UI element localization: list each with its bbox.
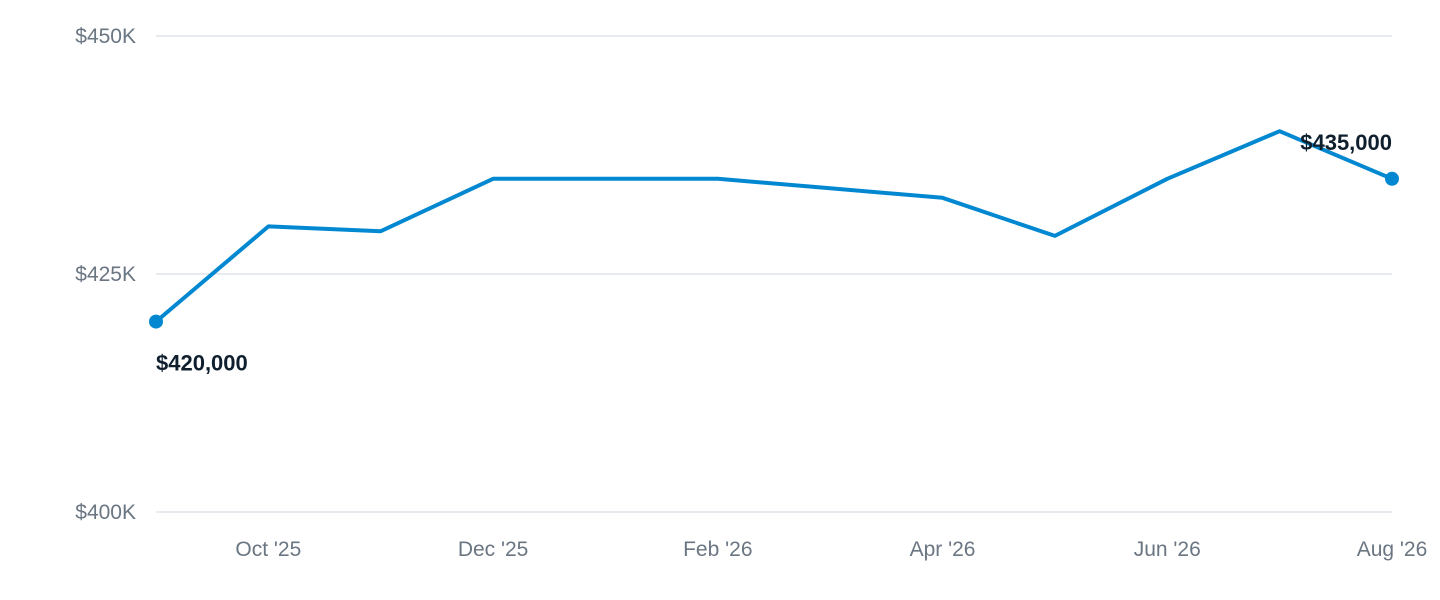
data-point bbox=[1277, 128, 1283, 134]
data-point bbox=[1164, 176, 1170, 182]
data-point bbox=[1052, 233, 1058, 239]
data-point bbox=[490, 176, 496, 182]
data-point bbox=[265, 223, 271, 229]
x-tick-label: Apr '26 bbox=[910, 538, 976, 561]
x-tick-label: Feb '26 bbox=[683, 538, 752, 561]
data-label: $420,000 bbox=[156, 351, 248, 376]
x-axis: Oct '25 Dec '25 Feb '26 Apr '26 Jun '26 Aug '… bbox=[235, 538, 1427, 561]
data-point bbox=[940, 195, 946, 201]
endpoint-marker bbox=[1385, 171, 1399, 186]
x-tick-label: Oct '25 bbox=[235, 538, 301, 561]
endpoint-marker bbox=[149, 314, 163, 329]
y-tick-label: $425K bbox=[75, 263, 136, 286]
y-axis: $450K $425K $400K bbox=[75, 25, 136, 524]
x-tick-label: Aug '26 bbox=[1357, 538, 1428, 561]
y-tick-label: $450K bbox=[75, 25, 136, 48]
grid-layer bbox=[156, 35, 1392, 513]
data-point bbox=[827, 185, 833, 191]
data-point bbox=[378, 228, 384, 234]
series-layer bbox=[154, 129, 1394, 324]
data-point bbox=[715, 176, 721, 182]
data-label-layer: $420,000 $435,000 bbox=[156, 130, 1392, 376]
marker-layer bbox=[149, 128, 1399, 329]
x-tick-label: Dec '25 bbox=[458, 538, 529, 561]
y-tick-label: $400K bbox=[75, 501, 136, 524]
data-point bbox=[602, 176, 608, 182]
data-label: $435,000 bbox=[1300, 130, 1392, 155]
series-line-0 bbox=[154, 129, 1394, 324]
x-tick-label: Jun '26 bbox=[1134, 538, 1201, 561]
